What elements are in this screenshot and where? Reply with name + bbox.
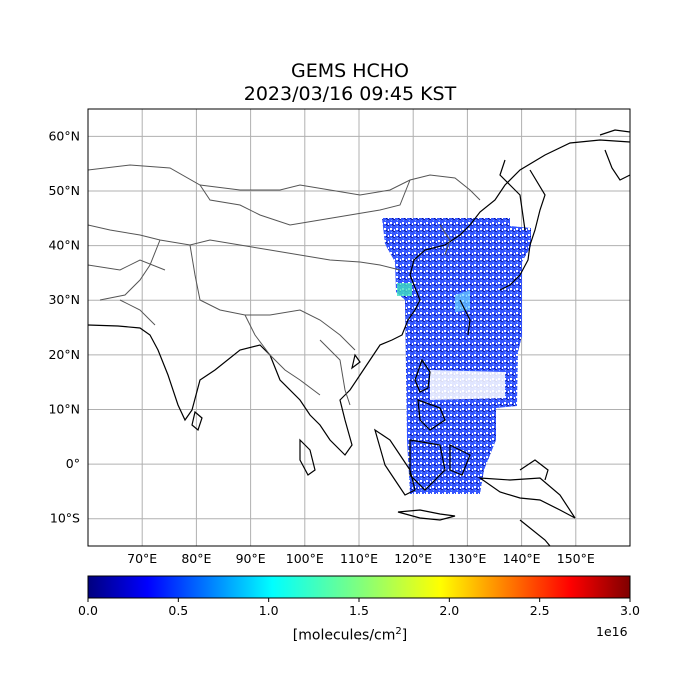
map-title: GEMS HCHO [290, 60, 410, 82]
colorbar-tick-label: 0.0 [78, 603, 98, 618]
colorbar-tick-label: 0.5 [168, 603, 188, 618]
y-tick-label: 50°N [48, 183, 80, 198]
x-tick-label: 130°E [448, 551, 486, 566]
x-tick-label: 70°E [127, 551, 157, 566]
x-tick-label: 110°E [340, 551, 378, 566]
colorbar-tick-label: 1.5 [349, 603, 369, 618]
x-tick-label: 80°E [181, 551, 211, 566]
colorbar-exponent: 1e16 [596, 624, 628, 639]
y-tick-label: 60°N [48, 128, 80, 143]
coastlines [88, 129, 630, 546]
y-tick-label: 30°N [48, 292, 80, 307]
x-tick-label: 120°E [394, 551, 432, 566]
colorbar [87, 575, 631, 599]
x-tick-label: 90°E [236, 551, 266, 566]
x-tick-label: 150°E [557, 551, 595, 566]
x-tick-label: 100°E [286, 551, 324, 566]
country-borders [88, 164, 481, 406]
colorbar-tick-label: 2.5 [530, 603, 550, 618]
y-tick-label: 20°N [48, 347, 80, 362]
y-tick-label: 10°S [50, 511, 80, 526]
x-tick-label: 140°E [503, 551, 541, 566]
y-tick-label: 10°N [48, 401, 80, 416]
latitude-tick-labels: 60°N 50°N 40°N 30°N 20°N 10°N 0° 10°S [48, 128, 80, 525]
hcho-data-swath [382, 218, 531, 494]
colorbar-tick-label: 2.0 [439, 603, 459, 618]
colorbar-tick-label: 3.0 [620, 603, 640, 618]
y-tick-label: 0° [66, 456, 80, 471]
longitude-tick-labels: 70°E 80°E 90°E 100°E 110°E 120°E 130°E 140°E 150… [127, 551, 595, 566]
map-subtitle-datetime: 2023/03/16 09:45 KST [243, 83, 457, 105]
colorbar-tick-label: 1.0 [259, 603, 279, 618]
colorbar-unit-label: [molecules/cm2] [292, 626, 408, 644]
map-frame [87, 108, 631, 547]
colorbar-tick-labels: 0.0 0.5 1.0 1.5 2.0 2.5 3.0 [78, 598, 640, 618]
y-tick-label: 40°N [48, 238, 80, 253]
